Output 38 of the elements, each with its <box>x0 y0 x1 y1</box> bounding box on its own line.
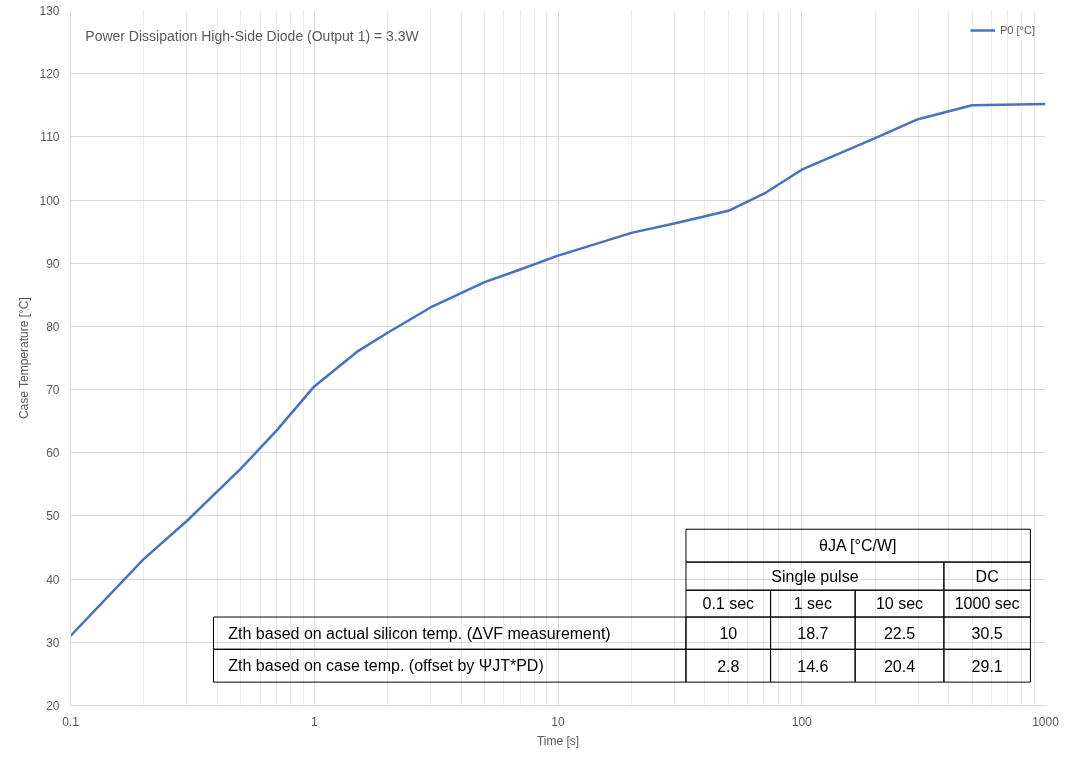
annotation: 2.8 <box>717 657 740 675</box>
annotation: 10 <box>719 625 738 643</box>
y-tick-label: 80 <box>46 319 60 334</box>
annotation: 0.1 sec <box>702 595 755 613</box>
annotation: Single pulse <box>771 567 859 585</box>
annotation: 10 sec <box>875 595 924 613</box>
annotation: 14.6 <box>797 657 829 675</box>
x-tick-label: 1 <box>310 714 318 729</box>
annotation: 29.1 <box>971 657 1003 675</box>
x-tick-label: 1000 <box>1032 714 1060 729</box>
annotation: 1000 sec <box>954 595 1020 613</box>
annotation: Zth based on case temp. (offset by ΨJT*PD) <box>228 657 544 675</box>
y-tick-label: 70 <box>46 383 60 398</box>
annotation: DC <box>975 567 999 585</box>
y-tick-label: 130 <box>39 4 60 18</box>
y-tick-label: 60 <box>46 446 60 461</box>
x-tick-label: 0.1 <box>62 714 80 729</box>
text: Power Dissipation High-Side Diode (Output 1) = 3.3W <box>85 27 420 44</box>
annotation: 30.5 <box>971 625 1003 643</box>
annotation: Zth based on actual silicon temp. (ΔVF measurement) <box>228 624 611 642</box>
y-tick-label: 120 <box>39 67 60 82</box>
y-tick-label: 50 <box>46 509 60 524</box>
annotation: θJA [°C/W] <box>818 537 897 555</box>
y-tick-label: 40 <box>46 572 60 587</box>
x-tick-label: 100 <box>791 714 813 729</box>
y-tick-label: 20 <box>46 699 60 713</box>
y-tick-label: 90 <box>46 256 60 271</box>
x-tick-label: 10 <box>551 714 565 729</box>
annotation: 18.7 <box>797 625 829 643</box>
annotation: 22.5 <box>883 625 916 643</box>
y-tick-label: 30 <box>46 635 60 650</box>
legend-label: P0 [°C] <box>1000 24 1035 36</box>
y-axis-title: Case Temperature [°C] <box>17 297 32 420</box>
annotation: 1 sec <box>793 595 832 613</box>
annotation: 20.4 <box>883 657 916 675</box>
y-tick-label: 110 <box>40 130 60 145</box>
x-axis-title: Time [s] <box>536 733 580 748</box>
y-tick-label: 100 <box>39 193 60 208</box>
